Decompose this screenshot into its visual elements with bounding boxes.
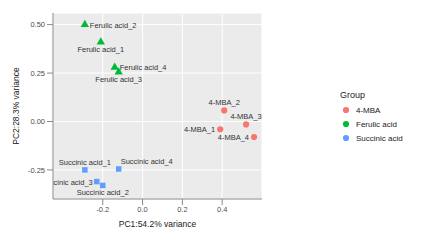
svg-text:0.2: 0.2 (177, 205, 187, 214)
svg-text:PC2:28.3% variance: PC2:28.3% variance (11, 67, 21, 145)
html-text:4-MBA: 4-MBA (356, 105, 381, 115)
svg-text:0.25: 0.25 (30, 69, 45, 78)
svg-text:Ferulic acid_4: Ferulic acid_4 (120, 63, 167, 72)
svg-text:4-MBA_4: 4-MBA_4 (218, 133, 249, 142)
svg-text:-0.25: -0.25 (28, 166, 45, 175)
svg-text:4-MBA_2: 4-MBA_2 (209, 98, 240, 107)
svg-text:-0.2: -0.2 (96, 205, 109, 214)
svg-text:0.4: 0.4 (217, 205, 227, 214)
svg-text:Succinic acid_3: Succinic acid_3 (53, 178, 93, 187)
svg-text:0.0: 0.0 (137, 205, 147, 214)
svg-text:0.00: 0.00 (30, 117, 45, 126)
svg-text:Ferulic acid_3: Ferulic acid_3 (95, 75, 142, 84)
svg-text:Succinic acid_1: Succinic acid_1 (59, 158, 111, 167)
svg-text:4-MBA_1: 4-MBA_1 (184, 125, 215, 134)
svg-text:PC1:54.2% variance: PC1:54.2% variance (119, 219, 197, 227)
svg-text:Ferulic acid_2: Ferulic acid_2 (90, 21, 137, 30)
svg-text:Ferulic acid_1: Ferulic acid_1 (77, 45, 124, 54)
html-text:Ferulic acid: Ferulic acid (356, 119, 397, 129)
svg-text:0.50: 0.50 (30, 20, 45, 29)
html-text:Succinic acid: Succinic acid (356, 133, 403, 143)
svg-text:Succinic acid_2: Succinic acid_2 (77, 188, 129, 197)
svg-text:4-MBA_3: 4-MBA_3 (230, 112, 261, 121)
html-text:Group: Group (340, 90, 365, 100)
svg-text:Succinic acid_4: Succinic acid_4 (121, 157, 173, 166)
